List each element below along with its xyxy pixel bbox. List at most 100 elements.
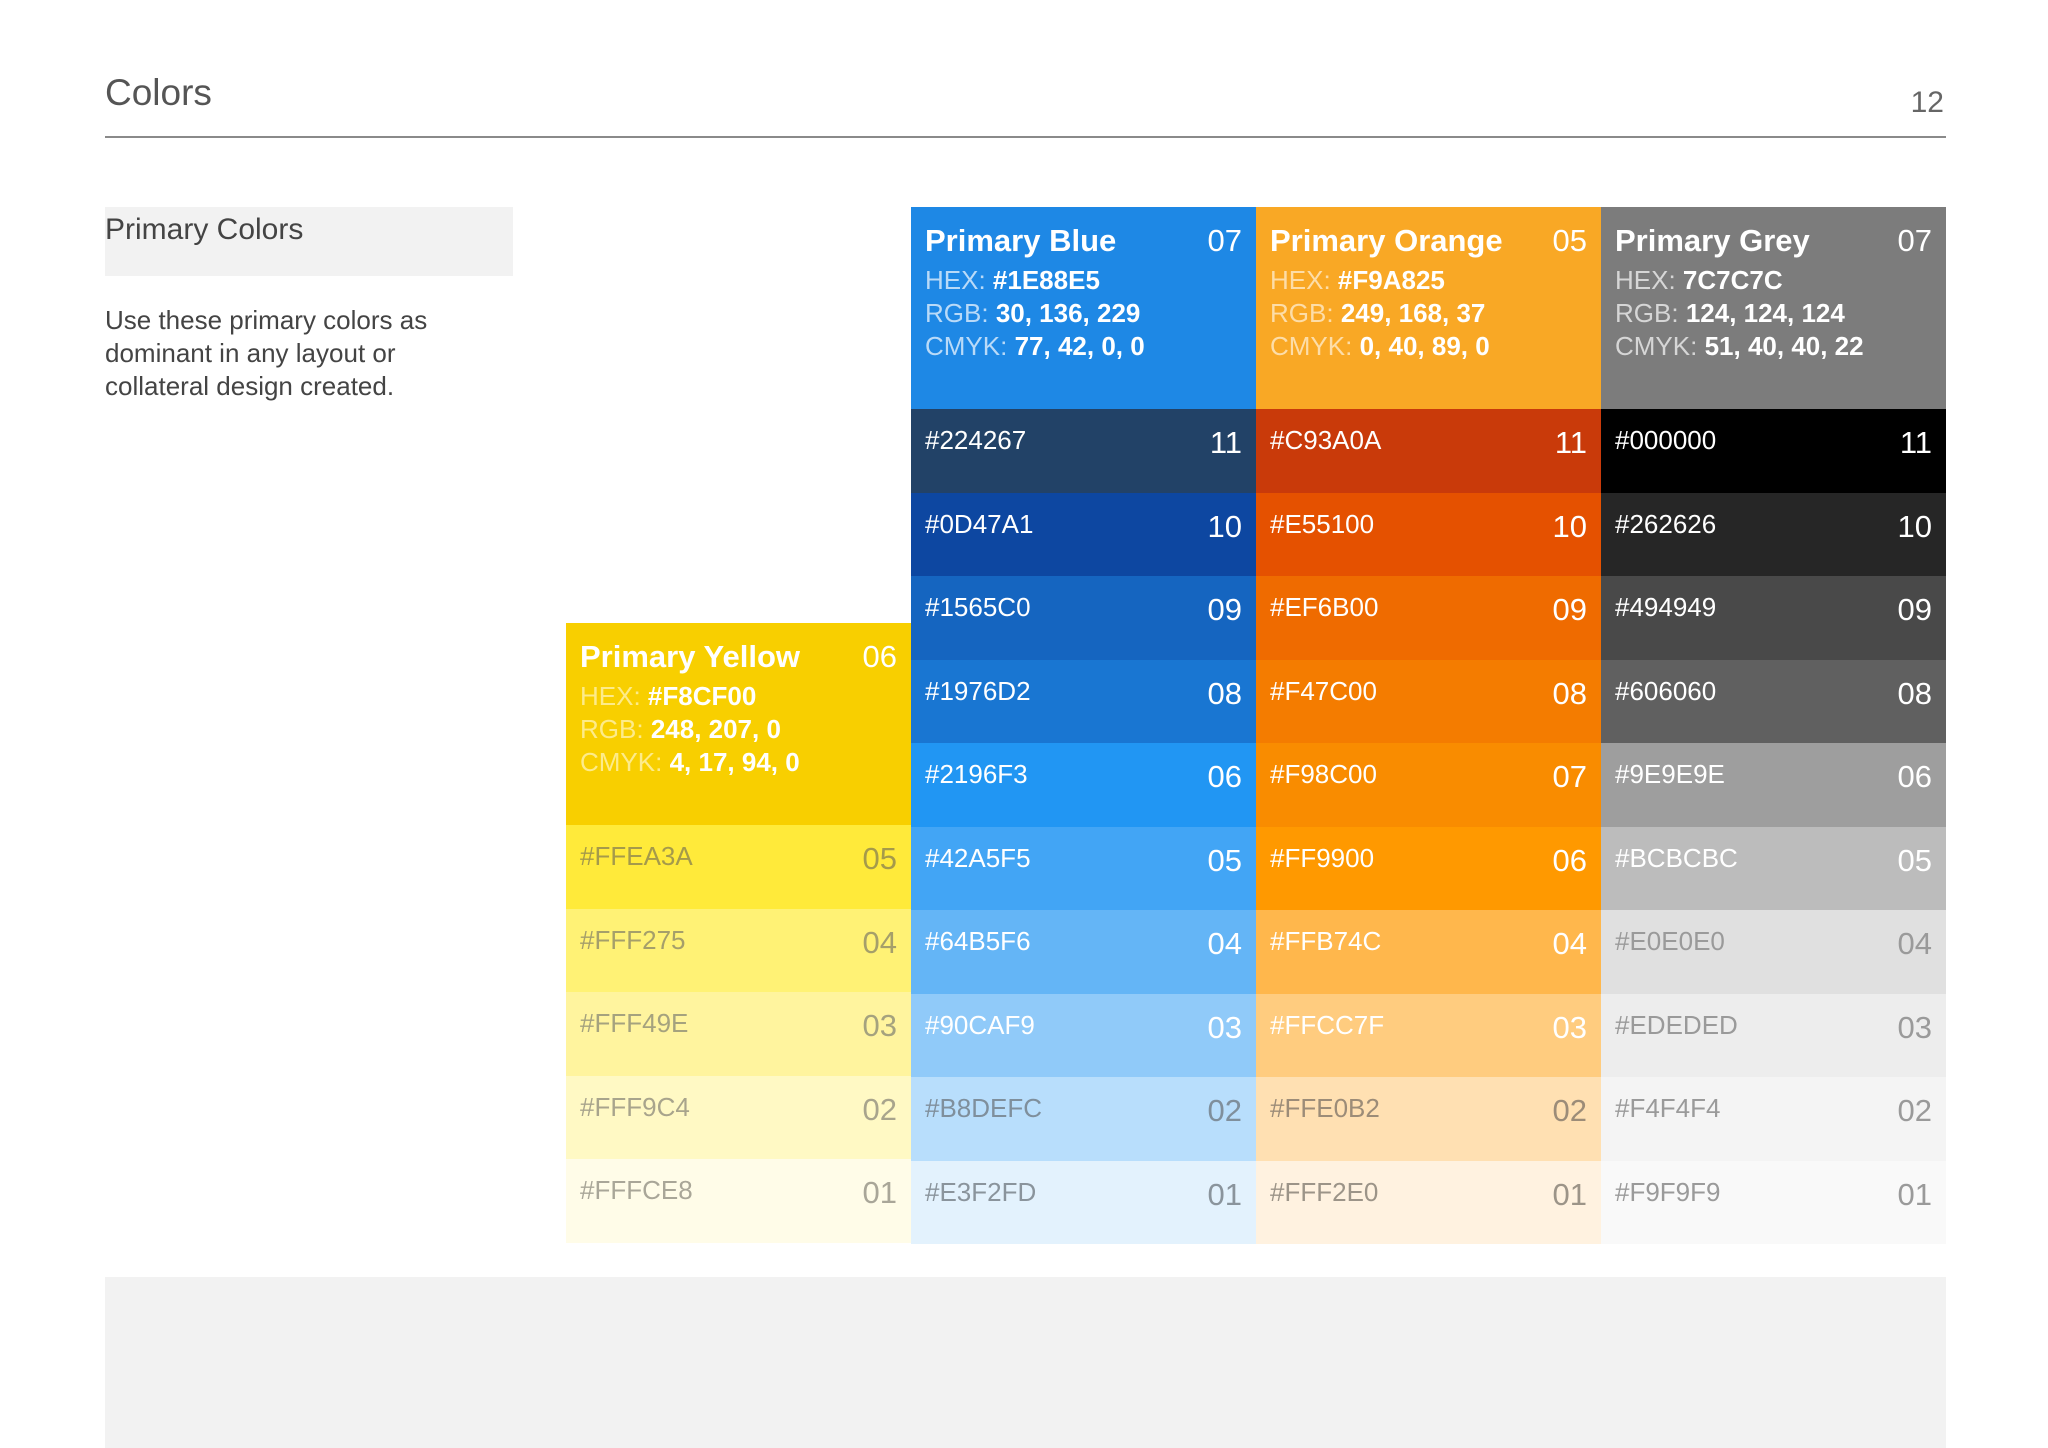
palette-specs: HEX: #F9A825 RGB: 249, 168, 37 CMYK: 0, 40… [1270,264,1587,363]
swatch-hex: #F98C00 [1270,759,1377,789]
swatch-hex: #F4F4F4 [1615,1093,1721,1123]
swatch-hex: #262626 [1615,508,1717,539]
color-swatch: #B8DEFC 02 [911,1077,1256,1161]
swatch-hex: #F47C00 [1270,675,1377,706]
swatch-code: 11 [1554,425,1587,460]
color-swatch: #262626 10 [1601,492,1946,576]
swatch-hex: #EF6B00 [1270,592,1379,622]
swatch-hex: #FFEA3A [580,841,693,871]
swatch-code: 09 [1897,592,1932,627]
palette-specs: HEX: #1E88E5 RGB: 30, 136, 229 CMYK: 77, 4… [925,264,1242,363]
spec-label-cmyk: CMYK: [580,747,663,777]
spec-value-rgb: 249, 168, 37 [1340,298,1486,328]
palette-code: 07 [1207,223,1242,258]
color-swatch: #FFF49E 03 [566,992,911,1076]
spec-label-cmyk: CMYK: [1615,331,1698,361]
swatch-code: 10 [1552,508,1587,544]
color-swatch: #1976D2 08 [911,659,1256,743]
spec-label-hex: HEX: [1615,265,1676,295]
palette-column-blue: Primary Blue 07 HEX: #1E88E5 RGB: 30, 136, … [911,207,1256,1244]
color-swatch: #FFF275 04 [566,908,911,992]
page-number: 12 [1910,86,1944,119]
spec-hex: HEX: 7C7C7C [1615,264,1932,297]
color-swatch: #2196F3 06 [911,743,1256,827]
swatch-code: 05 [862,841,897,876]
color-swatch: #224267 11 [911,409,1256,493]
swatch-hex: #64B5F6 [925,926,1031,956]
color-swatch: #EDEDED 03 [1601,993,1946,1077]
color-swatch: #F4F4F4 02 [1601,1077,1946,1161]
spec-value-hex: #F9A825 [1337,265,1445,295]
swatch-code: 09 [1552,592,1587,627]
swatch-code: 08 [1207,675,1242,711]
color-swatch: #F9F9F9 01 [1601,1160,1946,1244]
spec-value-rgb: 248, 207, 0 [650,714,781,744]
color-swatch: #9E9E9E 06 [1601,743,1946,827]
swatch-code: 03 [1207,1009,1242,1045]
swatch-hex: #BCBCBC [1615,842,1738,873]
palette-name: Primary Orange [1270,223,1503,258]
swatch-code: 05 [1897,842,1932,878]
swatch-code: 02 [1552,1093,1587,1128]
palette-name: Primary Yellow [580,639,800,674]
palette-name: Primary Blue [925,223,1117,258]
swatch-hex: #606060 [1615,675,1717,706]
swatch-hex: #000000 [1615,425,1717,455]
spec-rgb: RGB: 248, 207, 0 [580,713,897,746]
color-swatch: #494949 09 [1601,576,1946,660]
swatch-hex: #FFFCE8 [580,1175,693,1205]
color-swatch: #F98C00 07 [1256,743,1601,827]
swatch-code: 01 [1207,1176,1242,1212]
swatch-code: 07 [1552,759,1587,794]
swatch-code: 01 [1897,1176,1932,1212]
spec-value-cmyk: 77, 42, 0, 0 [1014,331,1145,361]
color-swatch: #0D47A1 10 [911,492,1256,576]
section-description: Use these primary colors as dominant in … [105,305,428,401]
palette-code: 05 [1552,223,1587,258]
swatch-hex: #1565C0 [925,592,1031,622]
swatch-hex: #FF9900 [1270,842,1375,873]
spec-value-rgb: 30, 136, 229 [995,298,1141,328]
swatch-hex: #FFF2E0 [1270,1176,1379,1207]
swatch-code: 01 [1552,1176,1587,1212]
palette-code: 06 [862,639,897,674]
swatch-code: 04 [1897,926,1932,961]
swatch-code: 10 [1897,508,1932,544]
swatch-code: 09 [1207,592,1242,627]
color-swatch: #42A5F5 05 [911,826,1256,910]
palette-name: Primary Grey [1615,223,1810,258]
spec-value-hex: #1E88E5 [992,265,1100,295]
color-swatch: #E3F2FD 01 [911,1160,1256,1244]
swatch-hex: #224267 [925,425,1027,455]
spec-label-cmyk: CMYK: [925,331,1008,361]
spec-label-cmyk: CMYK: [1270,331,1353,361]
spec-value-cmyk: 0, 40, 89, 0 [1359,331,1490,361]
spec-cmyk: CMYK: 77, 42, 0, 0 [925,330,1242,363]
swatch-code: 11 [1899,425,1932,460]
palette-column-grey: Primary Grey 07 HEX: 7C7C7C RGB: 124, 124, … [1601,207,1946,1244]
swatch-hex: #E3F2FD [925,1176,1037,1207]
swatch-code: 01 [862,1175,897,1210]
spec-label-rgb: RGB: [1615,298,1679,328]
swatch-hex: #90CAF9 [925,1009,1035,1040]
spec-label-hex: HEX: [925,265,986,295]
spec-label-rgb: RGB: [925,298,989,328]
swatch-hex: #FFF49E [580,1008,689,1038]
footer-block [105,1277,1946,1448]
color-swatch: #FFEA3A 05 [566,825,911,909]
spec-cmyk: CMYK: 51, 40, 40, 22 [1615,330,1932,363]
color-swatch: #F47C00 08 [1256,659,1601,743]
spec-hex: HEX: #1E88E5 [925,264,1242,297]
swatch-hex: #FFCC7F [1270,1009,1385,1040]
section-header: Primary Colors [105,207,513,276]
swatch-hex: #FFF9C4 [580,1091,690,1122]
swatch-code: 05 [1207,842,1242,878]
spec-label-hex: HEX: [1270,265,1331,295]
spec-hex: HEX: #F9A825 [1270,264,1587,297]
swatch-code: 03 [1552,1009,1587,1045]
swatch-hex: #E55100 [1270,508,1375,539]
swatch-code: 11 [1209,425,1242,460]
swatch-hex: #F9F9F9 [1615,1176,1721,1207]
page-title: Colors [105,72,212,113]
swatch-hex: #9E9E9E [1615,759,1725,789]
